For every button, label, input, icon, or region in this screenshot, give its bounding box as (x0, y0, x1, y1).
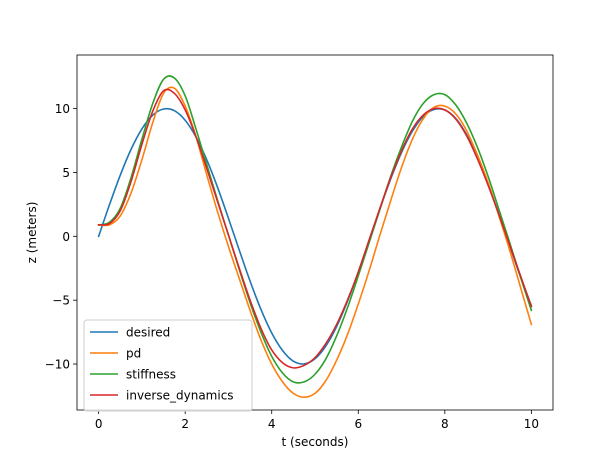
legend-label-desired: desired (126, 326, 170, 340)
ticks-layer: 0 2 4 6 8 10 −10 −5 0 5 10 (45, 102, 539, 431)
plot-frame (76, 54, 554, 411)
y-tick-label: 10 (55, 102, 70, 116)
x-tick-label: 4 (268, 417, 276, 431)
y-tick-label: 5 (62, 166, 70, 180)
y-tick-label: −10 (45, 358, 70, 372)
series-line-pd (97, 86, 533, 399)
x-tick-label: 8 (441, 417, 449, 431)
x-tick-label: 10 (524, 417, 539, 431)
legend-label-stiffness: stiffness (126, 368, 176, 382)
series-line-inverse-dynamics (97, 88, 533, 369)
y-tick-label: 0 (62, 230, 70, 244)
series-layer (97, 75, 533, 399)
x-tick-label: 2 (181, 417, 189, 431)
x-tick-label: 0 (95, 417, 103, 431)
series-line-stiffness (97, 75, 533, 384)
legend: desired pd stiffness inverse_dynamics (83, 319, 253, 412)
y-axis-label: z (meters) (25, 202, 39, 264)
x-tick-label: 6 (354, 417, 362, 431)
legend-label-pd: pd (126, 347, 141, 361)
y-tick-label: −5 (52, 294, 70, 308)
x-axis-label: t (seconds) (282, 435, 349, 449)
legend-label-inverse-dynamics: inverse_dynamics (126, 389, 234, 403)
legend-box (83, 319, 253, 412)
